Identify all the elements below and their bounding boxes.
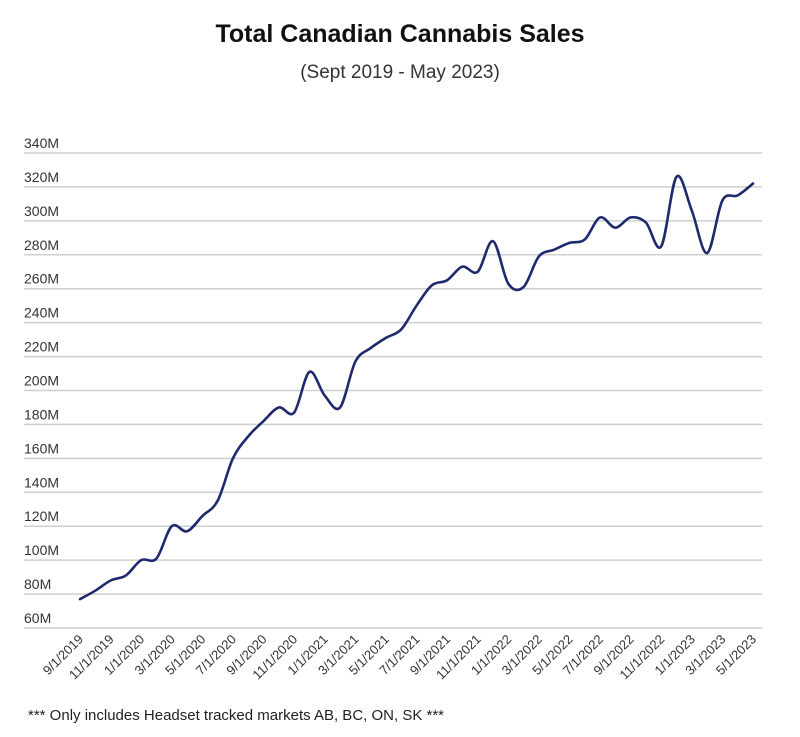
sales-line [78, 174, 755, 601]
y-tick-label: 180M [24, 406, 59, 422]
y-axis-ticks: 60M 80M 100M 120M 140M 160M 180M 200M 220M 240M 26… [24, 135, 59, 626]
data-point: 8/1/2022: 296M [612, 225, 618, 231]
y-tick-label: 220M [24, 339, 59, 355]
data-point: 7/1/2020: 160M [230, 455, 236, 461]
data-point: 2/1/2021: 190M [337, 404, 343, 410]
data-point: 9/1/2021: 265M [444, 277, 450, 283]
data-point: 4/1/2021: 225M [368, 345, 374, 351]
footnote: *** Only includes Headset tracked market… [28, 707, 445, 724]
y-tick-label: 120M [24, 508, 59, 524]
x-axis-ticks: 9/1/201911/1/20191/1/20203/1/20205/1/202… [40, 632, 759, 683]
y-tick-label: 260M [24, 271, 59, 287]
data-point: 2/1/2020: 101M [153, 555, 159, 561]
data-point: 9/1/2022: 302M [628, 214, 634, 220]
data-point: 12/1/2020: 211M [306, 369, 312, 375]
data-point: 12/1/2021: 288M [490, 238, 496, 244]
data-point: 12/1/2019: 91M [123, 572, 129, 578]
data-point: 1/1/2021: 197M [322, 393, 328, 399]
data-point: 11/1/2022: 285M [658, 243, 664, 249]
data-point: 10/1/2022: 299M [643, 220, 649, 226]
data-point: 5/1/2022: 287M [566, 240, 572, 246]
data-point: 11/1/2020: 187M [291, 410, 297, 416]
data-point: 2/1/2023: 281M [704, 250, 710, 256]
data-point: 3/1/2020: 120M [169, 523, 175, 529]
series-layer: 9/1/2019: 77M 10/1/2019: 82M 11/1/2019: 88… [77, 174, 756, 602]
y-tick-label: 320M [24, 169, 59, 185]
data-point: 7/1/2021: 250M [414, 303, 420, 309]
data-point: 1/1/2023: 306M [689, 208, 695, 214]
data-point: 11/1/2019: 88M [108, 578, 114, 584]
data-point: 6/1/2020: 135M [215, 498, 221, 504]
data-point: 2/1/2022: 261M [521, 284, 527, 290]
y-tick-label: 160M [24, 440, 59, 456]
data-point: 7/1/2022: 302M [597, 214, 603, 220]
data-point: 12/1/2022: 326M [674, 174, 680, 180]
y-tick-label: 80M [24, 576, 51, 592]
y-tick-label: 100M [24, 542, 59, 558]
data-point: 5/1/2023: 322M [750, 181, 756, 187]
data-point: 4/1/2023: 315M [735, 192, 741, 198]
data-point: 4/1/2022: 283M [551, 247, 557, 253]
data-point: 10/1/2021: 273M [459, 264, 465, 270]
data-point: 4/1/2020: 117M [184, 528, 190, 534]
data-point: 9/1/2020: 182M [261, 418, 267, 424]
y-tick-label: 300M [24, 203, 59, 219]
data-point: 8/1/2021: 262M [429, 282, 435, 288]
data-point: 3/1/2023: 312M [719, 198, 725, 204]
chart-title: Total Canadian Cannabis Sales [215, 20, 585, 48]
data-point: 5/1/2020: 126M [199, 513, 205, 519]
data-point: 1/1/2022: 263M [505, 281, 511, 287]
y-tick-label: 340M [24, 135, 59, 151]
data-point: 6/1/2021: 236M [398, 326, 404, 332]
y-tick-label: 140M [24, 474, 59, 490]
y-tick-label: 60M [24, 610, 51, 626]
data-point: 1/1/2020: 100M [138, 557, 144, 563]
y-tick-label: 280M [24, 237, 59, 253]
data-point: 10/1/2019: 82M [92, 588, 98, 594]
data-point: 9/1/2019: 77M [77, 596, 83, 602]
data-point: 3/1/2022: 279M [536, 253, 542, 259]
gridlines [24, 152, 762, 629]
data-point: 3/1/2021: 217M [352, 359, 358, 365]
data-point: 5/1/2021: 231M [383, 335, 389, 341]
y-tick-label: 240M [24, 305, 59, 321]
y-tick-label: 200M [24, 373, 59, 389]
chart-subtitle: (Sept 2019 - May 2023) [300, 62, 500, 83]
data-point: 10/1/2020: 190M [276, 404, 282, 410]
data-point: 11/1/2021: 270M [475, 269, 481, 275]
data-point: 8/1/2020: 173M [245, 433, 251, 439]
data-point: 6/1/2022: 289M [582, 237, 588, 243]
